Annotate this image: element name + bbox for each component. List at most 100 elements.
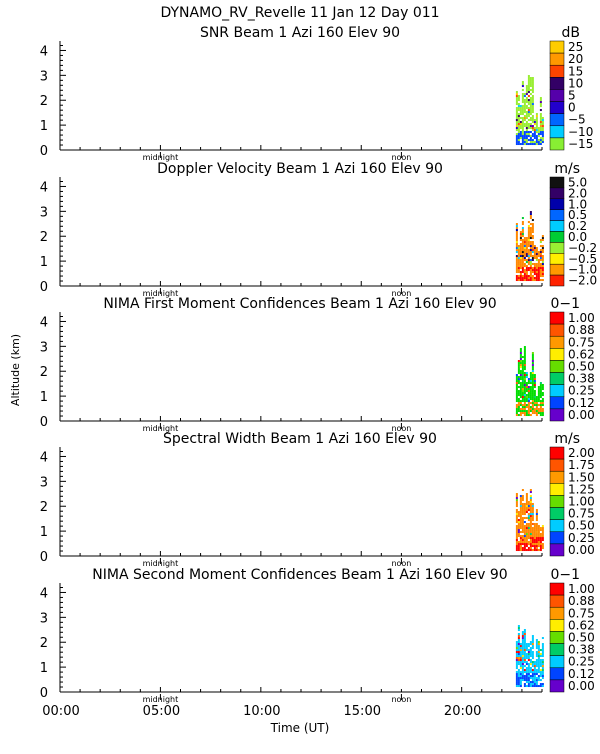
data-cell [523, 665, 526, 668]
data-cell [527, 535, 530, 538]
data-cell [521, 227, 524, 230]
data-cell [515, 127, 518, 130]
data-cell [537, 641, 540, 644]
data-cell [539, 669, 542, 672]
data-cell [519, 685, 522, 688]
colorbar-swatch [549, 348, 565, 361]
data-cell [525, 123, 528, 126]
data-cell [515, 501, 518, 504]
data-cell [529, 103, 532, 106]
data-cell [539, 249, 542, 252]
data-cell [527, 667, 530, 670]
colorbar-label: 0.75 [568, 335, 595, 349]
data-cell [519, 661, 522, 664]
data-cell [517, 279, 520, 282]
data-cell [521, 396, 524, 399]
data-cell [521, 247, 524, 250]
data-cell [515, 493, 518, 496]
data-cell [533, 541, 536, 544]
data-cell [521, 631, 524, 634]
data-cell [525, 384, 528, 387]
data-cell [539, 665, 542, 668]
data-cell [523, 388, 526, 391]
data-cell [521, 535, 524, 538]
data-cell [527, 267, 530, 270]
y-tick-label: 4 [40, 44, 48, 59]
data-cell [517, 671, 520, 674]
data-cell [529, 271, 532, 274]
data-cell [515, 121, 518, 124]
colorbar-swatch [549, 582, 565, 596]
data-cell [529, 269, 532, 272]
data-cell [525, 681, 528, 684]
data-cell [515, 651, 518, 654]
data-cell [515, 235, 518, 238]
data-cell [531, 364, 534, 367]
data-cell [515, 645, 518, 648]
data-cell [529, 533, 532, 536]
data-cell [531, 509, 534, 512]
data-cell [535, 398, 538, 401]
data-cell [523, 243, 526, 246]
colorbar-label: 1.00 [568, 495, 595, 509]
data-cell [525, 133, 528, 136]
data-cell [527, 665, 530, 668]
data-cell [519, 362, 522, 365]
data-cell [535, 253, 538, 256]
data-cell [533, 408, 536, 411]
data-cell [527, 663, 530, 666]
data-cell [523, 637, 526, 640]
data-cell [531, 119, 534, 122]
data-cell [539, 671, 542, 674]
data-cell [519, 651, 522, 654]
data-cell [527, 143, 530, 146]
data-cell [523, 685, 526, 688]
data-cell [515, 509, 518, 512]
data-cell [527, 388, 530, 391]
data-cell [521, 372, 524, 375]
data-cell [527, 81, 530, 84]
data-cell [525, 412, 528, 415]
data-cell [519, 643, 522, 646]
data-cell [519, 376, 522, 379]
data-cell [537, 667, 540, 670]
data-cell [525, 495, 528, 498]
data-cell [523, 241, 526, 244]
data-cell [521, 366, 524, 369]
data-cell [531, 683, 534, 686]
data-cell [535, 645, 538, 648]
data-cell [541, 408, 544, 411]
data-cell [539, 408, 542, 411]
data-cell [527, 519, 530, 522]
data-cell [535, 127, 538, 130]
data-cell [517, 625, 520, 628]
data-cell [529, 93, 532, 96]
data-cell [515, 495, 518, 498]
marker-midnight: midnight [143, 289, 179, 298]
panels: SNR Beam 1 Azi 160 Elev 90 dB01234midnigh… [40, 25, 597, 719]
data-cell [525, 523, 528, 526]
data-cell [541, 685, 544, 688]
data-cell [517, 143, 520, 146]
data-cell [515, 535, 518, 538]
data-cell [515, 396, 518, 399]
data-cell [521, 107, 524, 110]
data-cell [521, 117, 524, 120]
data-cell [533, 412, 536, 415]
data-cell [525, 372, 528, 375]
data-cell [515, 223, 518, 226]
data-cell [529, 683, 532, 686]
data-cell [539, 139, 542, 142]
data-cell [525, 649, 528, 652]
data-cell [535, 119, 538, 122]
y-tick-label: 3 [40, 340, 48, 355]
data-cell [515, 513, 518, 516]
data-cell [533, 673, 536, 676]
data-cell [531, 511, 534, 514]
data-cell [525, 505, 528, 508]
data-cell [517, 259, 520, 262]
data-cell [525, 404, 528, 407]
data-cell [521, 547, 524, 550]
data-cell [535, 669, 538, 672]
data-cell [527, 685, 530, 688]
